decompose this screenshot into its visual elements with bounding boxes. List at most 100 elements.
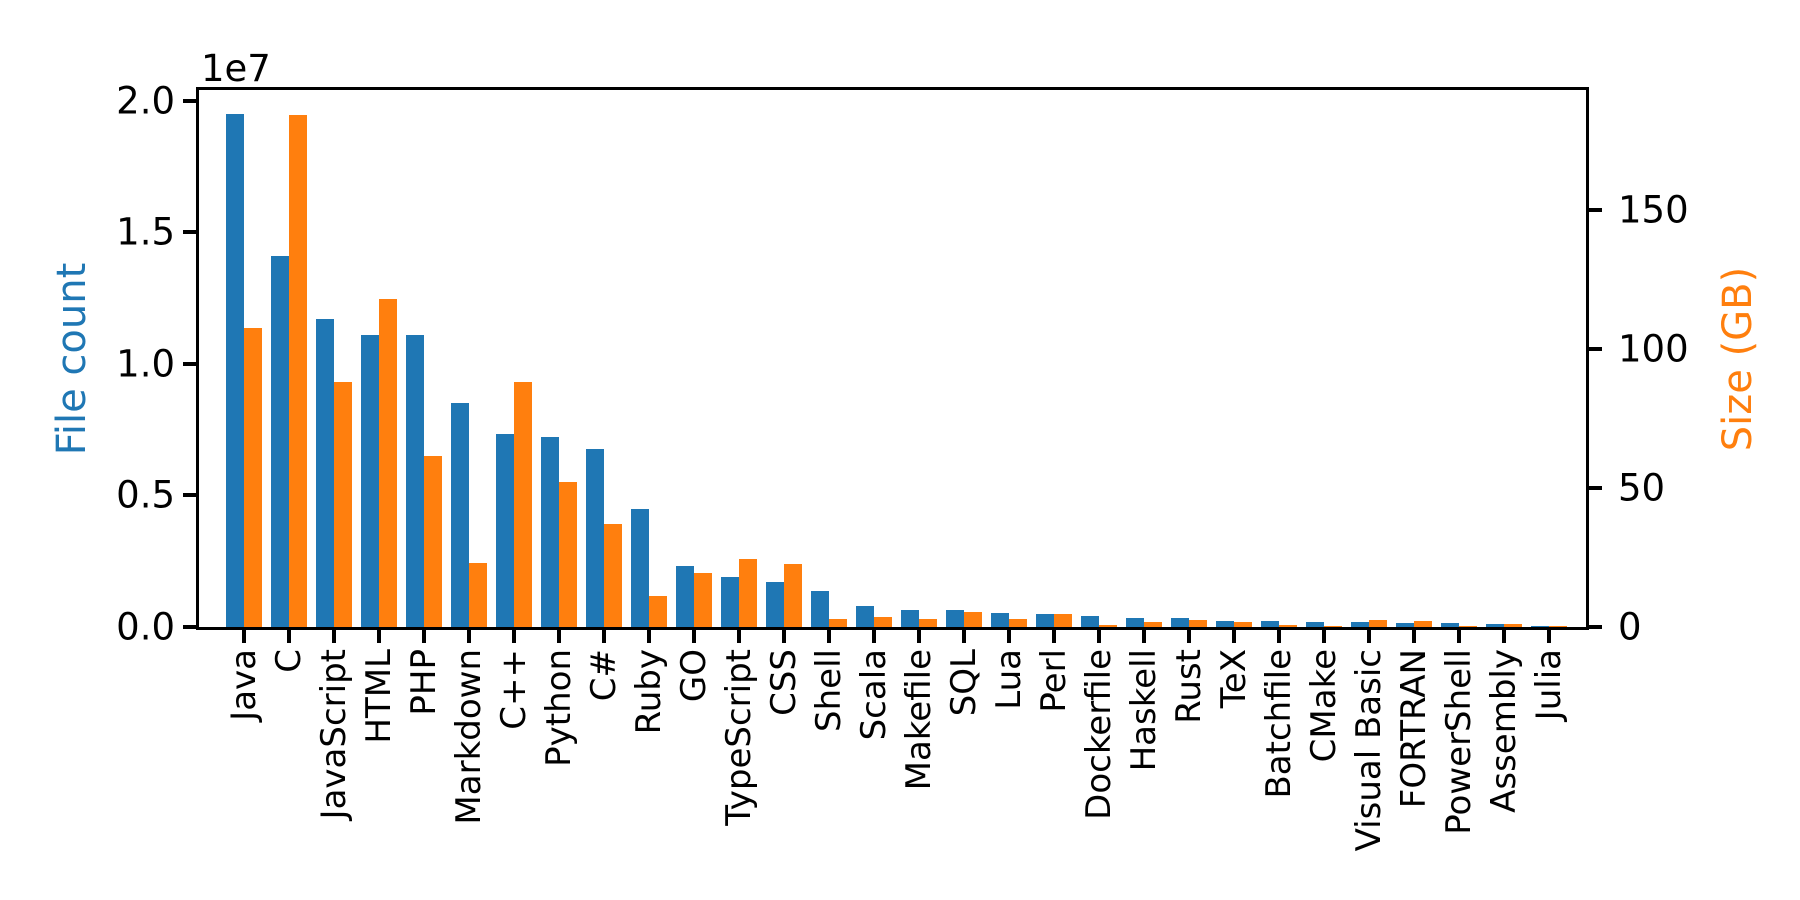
bar-size-TypeScript [739,559,757,627]
bar-file-count-CSS [766,582,784,627]
bar-size-JavaScript [334,382,352,627]
bar-size-C++ [514,382,532,627]
bar-file-count-Haskell [1126,618,1144,627]
bar-size-FORTRAN [1414,621,1432,627]
y-axis-left-tick [183,493,196,498]
bar-size-C [289,115,307,627]
x-axis-tick [332,630,336,643]
x-axis-tick [827,630,831,643]
bar-size-PowerShell [1459,626,1477,627]
y-axis-right-tick-label: 150 [1618,188,1689,232]
bar-file-count-PHP [406,335,424,627]
bar-size-SQL [964,612,982,627]
x-tick-label-GO: GO [674,649,714,703]
bar-file-count-JavaScript [316,319,334,627]
x-axis-tick [782,630,786,643]
x-axis-tick [1097,630,1101,643]
bar-size-Visual Basic [1369,620,1387,627]
bar-size-HTML [379,299,397,627]
y-axis-right-tick [1589,625,1602,629]
bar-size-Lua [1009,619,1027,627]
x-axis-tick [422,630,426,643]
x-axis-tick [1232,630,1236,643]
x-axis-tick [1277,630,1281,643]
x-axis-tick [1052,630,1056,643]
bar-file-count-Batchfile [1261,621,1279,627]
bar-file-count-Scala [856,606,874,627]
y-axis-left-tick [183,625,196,629]
y-axis-left-tick-label: 1.5 [116,210,175,254]
bar-size-Shell [829,619,847,627]
bar-file-count-FORTRAN [1396,623,1414,627]
x-axis-tick [1142,630,1146,643]
bar-file-count-C++ [496,434,514,627]
bar-size-C# [604,524,622,627]
bar-file-count-Makefile [901,610,919,627]
bar-file-count-Assembly [1486,624,1504,627]
bar-size-Assembly [1504,624,1522,627]
x-axis-tick [647,630,651,643]
bar-file-count-Java [226,114,244,627]
bar-size-Java [244,328,262,627]
bar-size-Batchfile [1279,625,1297,627]
x-axis-tick [737,630,741,643]
x-tick-label-FORTRAN: FORTRAN [1394,649,1434,809]
x-axis-tick [287,630,291,643]
bar-file-count-Perl [1036,614,1054,627]
bar-file-count-Markdown [451,403,469,627]
bar-file-count-GO [676,566,694,627]
bar-size-Scala [874,617,892,627]
x-tick-label-Haskell: Haskell [1124,649,1164,772]
x-tick-label-SQL: SQL [944,649,984,717]
bar-file-count-SQL [946,610,964,627]
x-tick-label-Dockerfile: Dockerfile [1079,649,1119,820]
y-axis-left-tick-label: 2.0 [116,79,175,123]
x-tick-label-Batchfile: Batchfile [1259,649,1299,799]
bar-size-GO [694,573,712,627]
x-tick-label-Visual Basic: Visual Basic [1349,649,1389,852]
y-axis-left-tick [183,361,196,366]
bar-size-CSS [784,564,802,627]
bar-size-Dockerfile [1099,625,1117,627]
x-axis-tick [1007,630,1011,643]
bar-size-CMake [1324,626,1342,627]
bar-file-count-Julia [1531,626,1549,627]
x-axis-tick [1412,630,1416,643]
y-axis-left-tick [183,230,196,235]
x-tick-label-Assembly: Assembly [1484,649,1524,813]
bar-size-TeX [1234,622,1252,627]
x-tick-label-Python: Python [539,649,579,767]
y-axis-right-tick-label: 50 [1618,466,1666,510]
bar-size-Perl [1054,614,1072,627]
x-axis-tick [557,630,561,643]
x-tick-label-Lua: Lua [989,649,1029,710]
x-axis-tick [602,630,606,643]
x-axis-tick [692,630,696,643]
x-axis-tick [377,630,381,643]
x-tick-label-Ruby: Ruby [629,649,669,735]
x-axis-tick [962,630,966,643]
bar-file-count-Ruby [631,509,649,627]
y-axis-label-size-gb: Size (GB) [1715,266,1761,451]
x-tick-label-CSS: CSS [764,649,804,716]
y-axis-offset-text: 1e7 [201,47,271,90]
bar-file-count-Dockerfile [1081,616,1099,627]
bar-size-Markdown [469,563,487,627]
x-tick-label-PowerShell: PowerShell [1439,649,1479,835]
x-tick-label-JavaScript: JavaScript [314,649,354,820]
x-axis-tick [872,630,876,643]
x-axis-tick [1457,630,1461,643]
bar-file-count-Shell [811,591,829,627]
x-tick-label-TypeScript: TypeScript [719,649,759,826]
y-axis-right-tick-label: 0 [1618,605,1642,649]
y-axis-left-tick [183,98,196,103]
x-tick-label-Rust: Rust [1169,649,1209,724]
bar-file-count-TypeScript [721,577,739,627]
x-tick-label-Julia: Julia [1529,649,1569,721]
x-tick-label-PHP: PHP [404,649,444,716]
y-axis-left-tick-label: 1.0 [116,342,175,386]
y-axis-right-tick [1589,485,1602,490]
bar-size-Python [559,482,577,627]
x-tick-label-C++: C++ [494,649,534,730]
